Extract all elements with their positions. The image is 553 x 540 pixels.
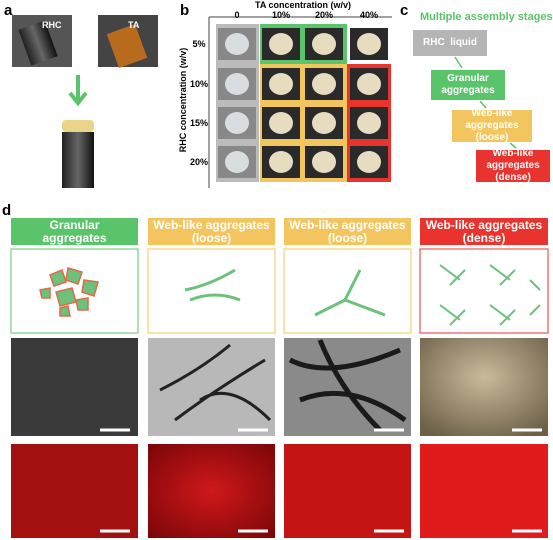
arrow: [68, 75, 88, 107]
droplet: [269, 33, 293, 55]
droplet: [225, 73, 249, 95]
fiber: [159, 343, 272, 422]
panel-label: c: [400, 2, 409, 19]
tick-label: 40%: [359, 10, 379, 20]
stage-label: Web-like aggregates (loose): [465, 108, 519, 143]
granules: [39, 267, 99, 317]
axis-title: RHC concentration (w/v): [178, 47, 188, 153]
droplet: [312, 73, 336, 95]
droplet: [312, 33, 336, 55]
droplet: [269, 112, 293, 134]
droplet: [357, 112, 381, 134]
droplet: [312, 151, 336, 173]
droplet: [312, 112, 336, 134]
panel-label: b: [180, 2, 190, 19]
axis-title: TA concentration (w/v): [255, 0, 352, 10]
tick-label: 10%: [189, 79, 209, 89]
vial: [18, 20, 58, 66]
stage-box: [476, 150, 550, 182]
column-header: Granular aggregates: [11, 218, 138, 245]
gel: [62, 120, 94, 132]
fluorescence: [148, 444, 275, 538]
droplet: [225, 112, 249, 134]
tick-label: 0: [234, 10, 240, 20]
tick-label: 10%: [271, 10, 291, 20]
micrograph: [148, 338, 275, 436]
fiber: [288, 339, 407, 432]
micrograph: [11, 338, 138, 436]
panel-title: Multiple assembly stages: [420, 11, 553, 23]
micrograph: [420, 338, 548, 436]
fluorescence: [11, 444, 138, 538]
stage-label: Granular aggregates: [441, 73, 495, 96]
droplet: [225, 33, 249, 55]
droplet: [357, 73, 381, 95]
schematic: [10, 248, 139, 334]
schematic: [283, 248, 412, 334]
tick-label: 20%: [189, 157, 209, 167]
web-dense: [439, 264, 541, 326]
fluorescence: [284, 444, 411, 538]
column-header: Web-like aggregates (loose): [148, 218, 275, 245]
tick-label: 15%: [189, 118, 209, 128]
stage-box: [452, 110, 532, 142]
stage-arrows: [454, 56, 517, 149]
vial: [62, 132, 94, 188]
stage-box: [431, 70, 505, 100]
droplet: [225, 151, 249, 173]
tick-label: 5%: [192, 39, 206, 49]
droplet: [357, 33, 381, 55]
vial-label: RHC: [42, 20, 62, 30]
stage-box: [413, 30, 487, 56]
stage-label: Web-like aggregates (dense): [486, 148, 540, 183]
scale-bars: [100, 428, 542, 533]
column-header: Web-like aggregates (loose): [284, 218, 411, 245]
tick-label: 20%: [314, 10, 334, 20]
column-header: Web-like aggregates (dense): [420, 218, 548, 245]
web: [184, 268, 386, 317]
panel-label: a: [4, 2, 13, 19]
schematic: [147, 248, 276, 334]
panel-label: d: [2, 202, 12, 219]
fluorescence: [420, 444, 548, 538]
droplet: [269, 73, 293, 95]
vial-label: TA: [128, 20, 140, 30]
vial: [106, 23, 148, 69]
droplet: [357, 151, 381, 173]
stage-label: RHC liquid: [423, 37, 477, 48]
droplet: [269, 151, 293, 173]
schematic: [419, 248, 549, 334]
